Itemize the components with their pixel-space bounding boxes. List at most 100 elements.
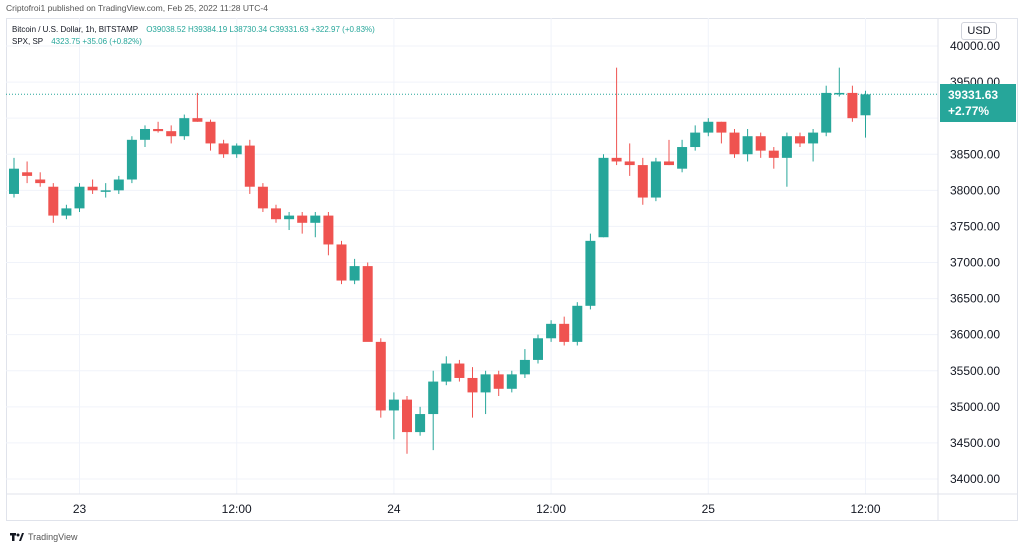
- candle-body-down: [624, 161, 635, 166]
- candle-body-up: [703, 121, 714, 133]
- candle-body-down: [323, 215, 334, 245]
- candle-body-up: [506, 374, 517, 389]
- x-tick-label: 23: [73, 502, 87, 516]
- candle-body-down: [755, 136, 766, 151]
- candle-body-down: [192, 118, 203, 122]
- candle-body-up: [781, 136, 792, 158]
- candle-body-down: [244, 145, 255, 187]
- tradingview-logo-icon: [10, 533, 24, 541]
- candle-body-up: [585, 240, 596, 306]
- candle-body-down: [257, 186, 268, 209]
- ohlc-values: O39038.52 H39384.19 L38730.34 C39331.63 …: [146, 25, 375, 34]
- chart-legend: Bitcoin / U.S. Dollar, 1h, BITSTAMP O390…: [12, 24, 375, 48]
- y-tick-label: 35000.00: [950, 400, 1000, 414]
- y-tick-label: 34500.00: [950, 436, 1000, 450]
- currency-button[interactable]: USD: [961, 22, 997, 40]
- candle-body-down: [729, 132, 740, 155]
- spx-row: SPX, SP 4323.75 +35.06 (+0.82%): [12, 36, 375, 48]
- candle-body-up: [480, 374, 491, 393]
- candle-body-up: [677, 147, 688, 169]
- candle-body-down: [716, 121, 727, 133]
- candle-body-up: [140, 128, 150, 140]
- chart-frame[interactable]: [6, 18, 1018, 521]
- spx-label: SPX, SP: [12, 37, 43, 46]
- candle-body-up: [100, 190, 111, 192]
- y-tick-label: 38000.00: [950, 183, 1000, 197]
- symbol-title: Bitcoin / U.S. Dollar, 1h, BITSTAMP: [12, 25, 138, 34]
- y-tick-label: 35500.00: [950, 364, 1000, 378]
- candles: [9, 67, 871, 454]
- candle-body-down: [166, 131, 177, 137]
- candle-body-down: [768, 150, 779, 158]
- x-tick-label: 12:00: [536, 502, 566, 516]
- candle-body-down: [297, 215, 308, 223]
- candle-body-up: [415, 414, 426, 433]
- last-price-change: +2.77%: [948, 104, 990, 118]
- candle-body-down: [87, 186, 98, 191]
- candle-body-down: [611, 157, 622, 162]
- x-tick-label: 24: [387, 502, 401, 516]
- candle-body-up: [428, 381, 439, 415]
- candle-body-down: [48, 186, 59, 216]
- candle-body-up: [519, 359, 530, 375]
- candle-body-up: [808, 132, 819, 144]
- axes: 40000.0039500.0039000.0038500.0038000.00…: [6, 18, 1018, 521]
- candle-body-down: [35, 179, 46, 184]
- candle-body-down: [362, 266, 373, 342]
- candle-body-up: [572, 305, 583, 342]
- candle-body-down: [271, 208, 281, 220]
- candle-body-down: [559, 323, 570, 342]
- candle-body-up: [231, 145, 242, 155]
- candle-body-up: [349, 266, 360, 281]
- candle-body-down: [402, 399, 412, 433]
- x-tick-label: 25: [702, 502, 716, 516]
- footer-brand: TradingView: [28, 532, 78, 542]
- candle-body-up: [821, 92, 832, 133]
- published-by-line: Criptofroi1 published on TradingView.com…: [6, 3, 268, 13]
- candle-body-up: [9, 168, 19, 194]
- candle-body-up: [284, 215, 295, 220]
- candle-body-up: [179, 118, 190, 137]
- candle-body-down: [493, 374, 504, 389]
- y-tick-label: 36000.00: [950, 328, 1000, 342]
- candle-body-up: [441, 363, 452, 382]
- candle-body-up: [74, 186, 85, 209]
- candle-body-down: [664, 161, 674, 166]
- candle-body-down: [22, 172, 33, 176]
- y-tick-label: 37500.00: [950, 219, 1000, 233]
- last-price-label: 39331.63 +2.77%: [940, 84, 1016, 122]
- spx-values: 4323.75 +35.06 (+0.82%): [51, 37, 142, 46]
- candle-body-up: [310, 215, 321, 223]
- candle-body-down: [205, 121, 216, 144]
- candle-body-up: [860, 94, 871, 116]
- candle-body-up: [61, 208, 72, 216]
- candle-body-down: [454, 363, 465, 378]
- candle-body-up: [113, 179, 124, 191]
- last-price-value: 39331.63: [948, 88, 999, 102]
- candle-body-down: [637, 165, 648, 198]
- y-tick-label: 34000.00: [950, 472, 1000, 486]
- candle-body-up: [533, 338, 543, 360]
- y-tick-label: 38500.00: [950, 147, 1000, 161]
- symbol-row: Bitcoin / U.S. Dollar, 1h, BITSTAMP O390…: [12, 24, 375, 36]
- candle-body-up: [388, 399, 399, 411]
- candle-body-up: [546, 323, 557, 339]
- candle-body-up: [126, 139, 137, 180]
- candle-body-down: [795, 136, 805, 144]
- x-tick-label: 12:00: [222, 502, 252, 516]
- candle-body-up: [690, 132, 701, 148]
- candle-body-up: [650, 161, 661, 198]
- candle-body-down: [218, 143, 229, 155]
- candle-body-up: [598, 157, 609, 238]
- y-tick-label: 40000.00: [950, 39, 1000, 53]
- x-tick-label: 12:00: [850, 502, 880, 516]
- grid-lines: [6, 18, 938, 494]
- y-tick-label: 36500.00: [950, 292, 1000, 306]
- candle-body-down: [375, 341, 386, 411]
- candle-body-down: [847, 92, 858, 119]
- candle-body-down: [153, 128, 164, 132]
- candle-body-up: [742, 136, 753, 155]
- candle-body-down: [467, 377, 478, 393]
- y-tick-label: 37000.00: [950, 256, 1000, 270]
